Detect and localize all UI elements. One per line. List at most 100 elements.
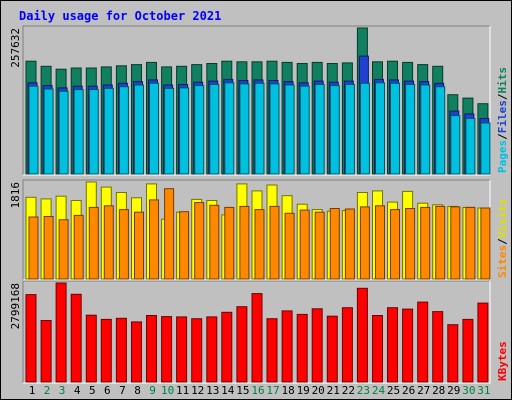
bar-kbytes-day-14 — [221, 311, 233, 383]
bar-sites-day-27 — [420, 206, 431, 280]
bar-kbytes-day-30 — [462, 318, 474, 383]
bar-sites-day-7 — [118, 209, 129, 280]
bar-pages-day-13 — [209, 84, 220, 175]
legend-separator: / — [496, 238, 509, 245]
panel-kbytes: 2799168 KBytes — [9, 280, 509, 384]
bar-kbytes-day-1 — [25, 294, 37, 383]
bar-pages-day-6 — [103, 87, 114, 175]
x-tick-day-19: 19 — [297, 384, 310, 397]
bar-kbytes-day-21 — [326, 315, 338, 383]
x-tick-day-30: 30 — [462, 384, 475, 397]
x-tick-day-8: 8 — [134, 384, 141, 397]
bar-kbytes-day-10 — [161, 316, 173, 383]
bar-sites-day-28 — [435, 205, 446, 280]
bar-kbytes-day-15 — [236, 306, 248, 383]
bar-pages-day-18 — [284, 84, 295, 175]
bar-kbytes-day-5 — [85, 314, 97, 383]
bar-sites-day-14 — [224, 206, 235, 280]
bar-kbytes-day-3 — [55, 282, 67, 383]
bar-kbytes-day-22 — [341, 307, 353, 383]
legend-kbytes: KBytes — [496, 341, 509, 381]
x-tick-day-5: 5 — [89, 384, 96, 397]
bar-pages-day-16 — [254, 82, 265, 175]
legend-files: Files — [496, 100, 509, 133]
bar-sites-day-17 — [269, 205, 280, 280]
bar-pages-day-3 — [58, 90, 69, 175]
x-tick-day-26: 26 — [402, 384, 415, 397]
x-tick-day-22: 22 — [342, 384, 355, 397]
bar-sites-day-3 — [58, 219, 69, 280]
bar-kbytes-day-27 — [417, 301, 429, 383]
x-tick-day-10: 10 — [161, 384, 174, 397]
bar-pages-day-31 — [480, 122, 491, 175]
x-tick-day-29: 29 — [447, 384, 460, 397]
series-kbytes — [25, 282, 489, 383]
bar-sites-day-24 — [375, 205, 385, 280]
panel-visits-max-label: 1816 — [9, 182, 22, 209]
bar-sites-day-10 — [164, 188, 175, 280]
bar-sites-day-16 — [254, 209, 265, 280]
bar-kbytes-day-25 — [387, 307, 398, 383]
bar-pages-day-28 — [435, 86, 446, 175]
legend-separator: / — [496, 133, 509, 140]
legend-pages: Pages — [496, 140, 509, 173]
bar-kbytes-day-18 — [281, 310, 293, 383]
x-tick-day-13: 13 — [206, 384, 219, 397]
bar-pages-day-2 — [43, 88, 54, 175]
bar-kbytes-day-4 — [70, 293, 82, 383]
bar-pages-day-26 — [405, 84, 416, 175]
bar-kbytes-day-6 — [100, 318, 112, 383]
bar-sites-day-5 — [88, 206, 99, 280]
bar-sites-day-15 — [239, 205, 250, 280]
x-tick-day-31: 31 — [477, 384, 490, 397]
bar-kbytes-day-19 — [296, 313, 308, 383]
x-tick-day-15: 15 — [236, 384, 249, 397]
bar-pages-day-21 — [329, 85, 340, 175]
x-tick-day-23: 23 — [357, 384, 370, 397]
bar-pages-day-11 — [179, 87, 190, 175]
bar-pages-day-23 — [359, 82, 370, 175]
panel-visits: 1816 Sites/Visits — [9, 179, 509, 281]
bar-pages-day-25 — [390, 82, 400, 175]
panel-hits-max-label: 257632 — [9, 28, 22, 68]
panel-hits-bevel-light — [23, 26, 491, 176]
series-sites — [28, 188, 491, 280]
x-tick-day-28: 28 — [432, 384, 445, 397]
x-tick-day-7: 7 — [119, 384, 126, 397]
bar-sites-day-20 — [314, 211, 325, 280]
panel-kbytes-max-label: 2799168 — [9, 283, 22, 329]
x-tick-day-11: 11 — [176, 384, 189, 397]
bar-sites-day-19 — [299, 209, 310, 280]
panel-hits-bevel-dark — [22, 25, 490, 175]
series-pages — [28, 82, 491, 175]
bar-kbytes-day-13 — [206, 316, 218, 383]
bar-sites-day-22 — [344, 208, 355, 280]
bar-sites-day-13 — [209, 204, 220, 280]
bar-sites-day-21 — [329, 208, 340, 280]
bar-pages-day-10 — [164, 87, 175, 175]
bar-kbytes-day-29 — [447, 324, 459, 383]
bar-pages-day-9 — [149, 82, 159, 175]
bar-kbytes-day-9 — [146, 315, 157, 383]
bar-pages-day-15 — [239, 83, 250, 175]
bar-sites-day-11 — [179, 211, 190, 280]
bar-kbytes-day-28 — [432, 311, 444, 383]
panel-hits-series-label: Pages/Files/Hits — [496, 67, 509, 173]
bar-pages-day-8 — [134, 84, 144, 175]
bar-pages-day-14 — [224, 82, 235, 175]
bar-kbytes-day-7 — [115, 317, 127, 383]
bar-pages-day-12 — [194, 85, 205, 175]
bar-sites-day-18 — [284, 212, 295, 280]
x-tick-day-4: 4 — [74, 384, 81, 397]
chart-panels: 257632Pages/Files/Hits1816Sites/Visits27… — [9, 25, 509, 384]
panel-kbytes-bevel-light — [23, 281, 491, 384]
legend-hits: Hits — [496, 67, 509, 94]
bar-sites-day-29 — [450, 206, 461, 280]
bar-sites-day-4 — [73, 214, 84, 280]
x-tick-day-3: 3 — [59, 384, 66, 397]
bar-kbytes-day-8 — [131, 321, 142, 383]
bar-kbytes-day-24 — [372, 315, 383, 383]
bar-sites-day-31 — [480, 207, 491, 280]
